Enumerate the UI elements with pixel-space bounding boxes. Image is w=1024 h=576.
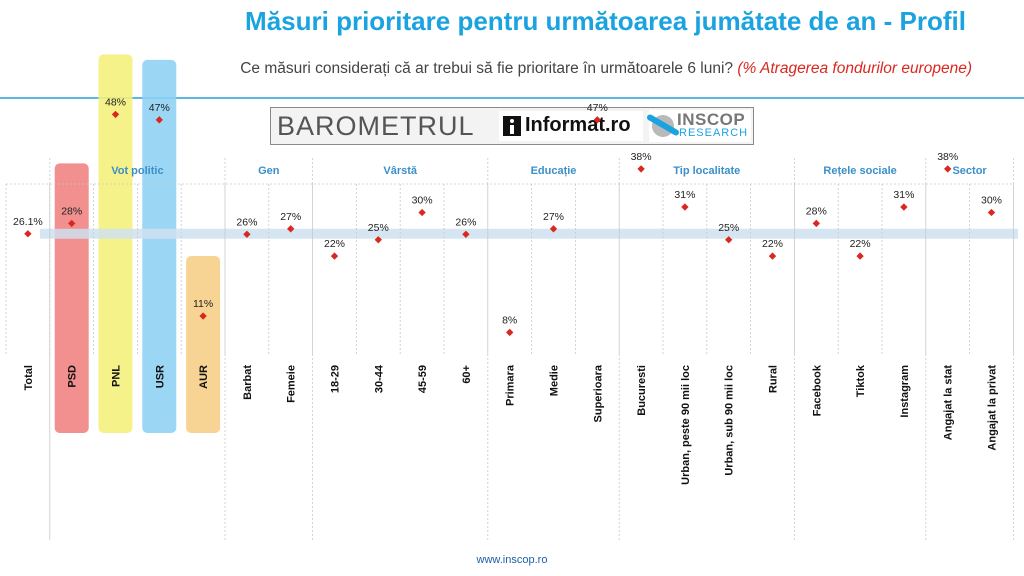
group-label: Gen xyxy=(258,165,280,177)
data-label: 22% xyxy=(762,238,783,250)
data-label: 25% xyxy=(368,222,389,234)
category-label: Angajat la privat xyxy=(987,365,999,451)
data-label: 47% xyxy=(149,102,170,114)
data-label: 22% xyxy=(324,238,345,250)
data-point xyxy=(330,252,339,260)
data-label: 48% xyxy=(105,96,126,108)
category-label: PSD xyxy=(67,365,79,388)
inscop-wordmark: INSCOP xyxy=(677,110,746,129)
page-title: Măsuri prioritare pentru următoarea jumă… xyxy=(245,6,966,36)
data-label: 22% xyxy=(850,238,871,250)
data-label: 27% xyxy=(543,211,564,223)
header-divider xyxy=(0,97,1024,99)
category-label: Bucuresti xyxy=(636,365,648,416)
data-point xyxy=(462,230,470,238)
category-label: Instagram xyxy=(899,365,911,418)
data-point xyxy=(506,328,514,337)
barometrul-logo-banner: BAROMETRUL Informat.ro INSCOP RESEARCH xyxy=(270,107,754,145)
data-point xyxy=(68,219,76,228)
data-point xyxy=(856,252,864,260)
data-label: 28% xyxy=(806,205,827,217)
category-label: Superioara xyxy=(592,364,604,422)
group-label: Educație xyxy=(531,165,577,177)
group-label: Tip localitate xyxy=(673,165,740,177)
data-point xyxy=(812,219,820,228)
subtitle-question: Ce măsuri considerați că ar trebui să fi… xyxy=(240,60,734,77)
party-highlight-pnl xyxy=(98,54,133,434)
data-point xyxy=(287,225,295,233)
party-highlight-aur xyxy=(186,256,221,433)
reference-band xyxy=(40,228,1018,239)
subtitle: Ce măsuri considerați că ar trebui să fi… xyxy=(240,60,972,78)
data-point xyxy=(900,203,908,211)
category-label: USR xyxy=(154,365,166,388)
data-label: 38% xyxy=(631,151,652,163)
data-point xyxy=(987,208,996,217)
data-label: 11% xyxy=(193,298,213,310)
data-label: 47% xyxy=(587,102,608,114)
data-label: 31% xyxy=(674,189,695,201)
info-icon xyxy=(503,116,521,136)
category-label: 30-44 xyxy=(373,364,385,393)
data-point xyxy=(155,116,163,124)
group-label: Sector xyxy=(952,165,987,177)
data-label: 27% xyxy=(280,211,301,223)
group-label: Vot politic xyxy=(111,165,163,177)
data-label: 28% xyxy=(61,205,82,217)
category-label: Primara xyxy=(505,364,517,406)
data-point xyxy=(549,225,558,233)
category-label: PNL xyxy=(111,365,123,387)
research-wordmark: RESEARCH xyxy=(679,127,749,139)
category-label: AUR xyxy=(198,365,210,389)
category-label: 45-59 xyxy=(417,365,429,393)
category-label: Total xyxy=(23,365,35,390)
subtitle-highlight: (% Atragerea fondurilor europene) xyxy=(737,60,972,77)
category-label: Medie xyxy=(549,365,561,396)
informat-wordmark: Informat.ro xyxy=(525,114,631,136)
inscop-logo: INSCOP RESEARCH xyxy=(645,110,751,142)
category-label: Urban, sub 90 mii loc xyxy=(724,365,736,476)
data-point xyxy=(418,208,426,217)
group-label: Vârstă xyxy=(383,165,418,177)
category-label: 60+ xyxy=(461,365,473,384)
data-label: 8% xyxy=(502,314,517,326)
informat-logo: Informat.ro xyxy=(499,111,643,141)
data-label: 38% xyxy=(937,151,958,163)
data-point xyxy=(637,165,645,173)
data-point xyxy=(593,116,601,124)
party-highlight-psd xyxy=(54,163,89,433)
category-label: Femeie xyxy=(286,365,298,403)
data-point xyxy=(681,203,689,211)
party-highlight-usr xyxy=(142,59,177,433)
data-label: 25% xyxy=(718,222,739,234)
data-label: 30% xyxy=(981,195,1002,207)
category-label: Facebook xyxy=(811,364,823,416)
category-label: 18-29 xyxy=(330,365,342,393)
data-label: 26.1% xyxy=(13,216,43,228)
data-point xyxy=(944,165,952,173)
category-label: Barbat xyxy=(242,365,254,400)
data-label: 31% xyxy=(893,189,914,201)
data-point xyxy=(768,252,777,260)
data-label: 26% xyxy=(236,216,257,228)
data-label: 30% xyxy=(412,195,433,207)
category-label: Angajat la stat xyxy=(943,365,955,441)
barometrul-wordmark: BAROMETRUL xyxy=(277,111,475,141)
data-label: 26% xyxy=(455,216,476,228)
category-label: Urban, peste 90 mii loc xyxy=(680,365,692,485)
category-label: Rural xyxy=(768,365,780,393)
footer-url: www.inscop.ro xyxy=(476,554,548,566)
group-label: Rețele sociale xyxy=(823,165,896,177)
data-point xyxy=(725,236,733,244)
category-label: Tiktok xyxy=(855,364,867,397)
data-point xyxy=(24,230,32,238)
data-point xyxy=(111,110,120,119)
